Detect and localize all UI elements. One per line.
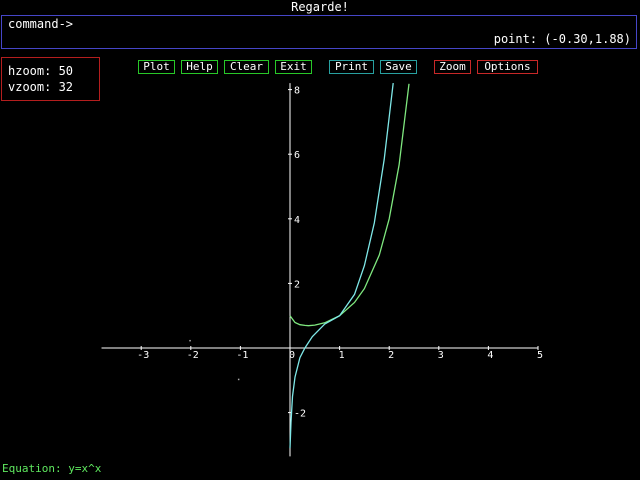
y-tick-label: 6 <box>294 150 300 161</box>
x-tick-label: 4 <box>487 350 493 361</box>
x-tick-label: 5 <box>537 350 543 361</box>
command-panel: command-> point: (-0.30,1.88) <box>1 15 637 49</box>
vzoom-readout: vzoom: 32 <box>8 80 74 94</box>
exit-button[interactable]: Exit <box>275 60 312 74</box>
window-title: Regarde! <box>291 0 349 14</box>
options-button[interactable]: Options <box>477 60 538 74</box>
print-button[interactable]: Print <box>329 60 374 74</box>
x-tick-label: -1 <box>236 350 248 361</box>
plot-button[interactable]: Plot <box>138 60 175 74</box>
zoom-panel: hzoom: 50 vzoom: 32 <box>1 57 100 101</box>
point-readout: point: (-0.30,1.88) <box>493 32 631 46</box>
zoom-button[interactable]: Zoom <box>434 60 471 74</box>
equation-label: Equation: y=x^x <box>2 462 102 475</box>
save-button[interactable]: Save <box>380 60 417 74</box>
hzoom-readout: hzoom: 50 <box>8 64 74 78</box>
plot-point <box>189 339 191 342</box>
y-tick-label: -2 <box>294 409 306 420</box>
command-prompt: command-> <box>8 17 74 31</box>
plot-point <box>237 378 240 381</box>
clear-button[interactable]: Clear <box>224 60 269 74</box>
x-tick-label: -2 <box>187 350 199 361</box>
x-tick-label: 3 <box>438 350 444 361</box>
y-tick-label: 4 <box>294 215 300 226</box>
x-tick-label: 1 <box>339 350 345 361</box>
help-button[interactable]: Help <box>181 60 218 74</box>
x-tick-label: -3 <box>137 350 149 361</box>
x-tick-label: 0 <box>289 350 295 361</box>
x-tick-label: 2 <box>388 350 394 361</box>
curve-second <box>289 83 394 449</box>
curve-x-pow-x <box>289 83 410 327</box>
command-input[interactable] <box>86 17 466 31</box>
y-tick-label: 8 <box>294 86 300 97</box>
y-tick-label: 2 <box>294 279 300 290</box>
